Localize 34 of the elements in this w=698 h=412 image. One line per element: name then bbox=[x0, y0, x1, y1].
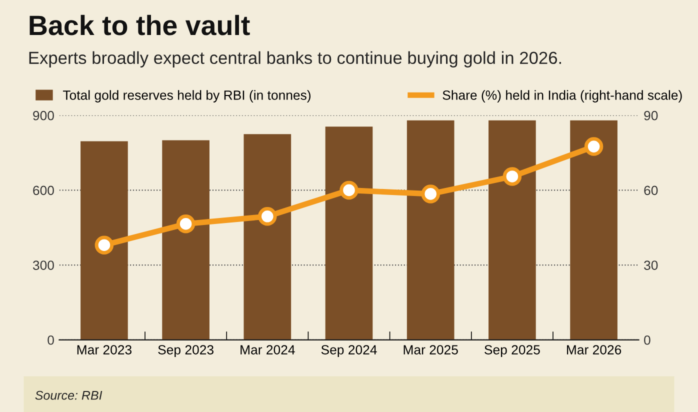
y2-tick-label: 90 bbox=[644, 110, 658, 120]
x-tick-label: Mar 2023 bbox=[77, 345, 132, 354]
legend-label: Share (%) held in India (right-hand scale) bbox=[442, 90, 682, 102]
chart-title: Back to the vault bbox=[30, 14, 250, 36]
point bbox=[94, 236, 114, 254]
point bbox=[340, 180, 358, 200]
x-tick-label: Sep 2024 bbox=[321, 345, 377, 358]
point bbox=[502, 167, 522, 186]
y-tick-label: 900 bbox=[33, 110, 54, 120]
point bbox=[421, 184, 440, 204]
x-tick-label: Mar 2025 bbox=[404, 345, 458, 354]
y-tick-label: 300 bbox=[32, 260, 54, 270]
legend-label: Total gold reserves held by RBI (in tonnes) bbox=[62, 90, 310, 102]
source-note: Source: RBI bbox=[35, 390, 102, 400]
bar bbox=[570, 120, 618, 340]
bar bbox=[406, 120, 454, 340]
bar bbox=[162, 140, 210, 340]
x-tick-label: Mar 2024 bbox=[240, 345, 295, 354]
y2-tick-label: 0 bbox=[644, 335, 650, 345]
x-tick-label: Mar 2026 bbox=[567, 345, 622, 354]
y-tick-label: 0 bbox=[48, 335, 54, 345]
point bbox=[176, 214, 196, 234]
bar bbox=[488, 120, 536, 340]
x-tick-label: Sep 2025 bbox=[484, 345, 540, 358]
bar bbox=[244, 134, 292, 340]
point bbox=[258, 207, 277, 226]
point bbox=[584, 137, 604, 156]
y2-tick-label: 60 bbox=[644, 186, 658, 196]
bar bbox=[325, 126, 373, 340]
chart-subtitle: Experts broadly expect central banks to continue buying gold in 2026. bbox=[29, 51, 562, 68]
y2-tick-label: 30 bbox=[644, 260, 658, 270]
y-tick-label: 600 bbox=[33, 186, 54, 196]
x-tick-label: Sep 2023 bbox=[158, 345, 214, 358]
bar bbox=[80, 141, 128, 340]
